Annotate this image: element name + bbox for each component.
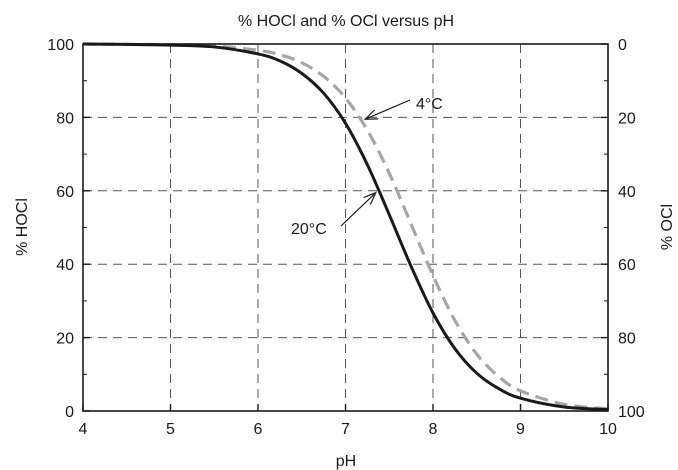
y-tick-label-left: 60 bbox=[56, 184, 74, 201]
y-tick-label-right: 40 bbox=[618, 184, 636, 201]
series-layer bbox=[82, 42, 609, 412]
y-tick-label-right: 20 bbox=[618, 110, 636, 127]
annotations: 4°C 20°C bbox=[291, 96, 443, 238]
x-tick-label: 4 bbox=[79, 421, 88, 438]
x-tick-label: 8 bbox=[429, 421, 438, 438]
y-tick-label-left: 20 bbox=[56, 331, 74, 348]
y-tick-label-right: 80 bbox=[618, 331, 636, 348]
chart-title: % HOCl and % OCl versus pH bbox=[238, 13, 454, 30]
y-tick-label-left: 40 bbox=[56, 257, 74, 274]
x-tick-label: 9 bbox=[516, 421, 525, 438]
x-axis-title: pH bbox=[336, 453, 356, 470]
x-tick-label: 5 bbox=[166, 421, 175, 438]
annotation-20c-arrow bbox=[340, 191, 377, 227]
x-tick-label: 7 bbox=[341, 421, 350, 438]
y-tick-label-right: 100 bbox=[618, 404, 645, 421]
y-tick-label-left: 80 bbox=[56, 110, 74, 127]
series-line-20c bbox=[82, 42, 609, 412]
y-axis-title-right: % OCl bbox=[659, 204, 676, 250]
y-axis-title-left: % HOCl bbox=[14, 198, 31, 256]
x-tick-label: 6 bbox=[254, 421, 263, 438]
y-tick-label-right: 0 bbox=[618, 37, 627, 54]
y-tick-label-left: 0 bbox=[65, 404, 74, 421]
y-tick-label-right: 60 bbox=[618, 257, 636, 274]
annotation-4c-label: 4°C bbox=[416, 96, 443, 113]
y-tick-label-left: 100 bbox=[47, 37, 74, 54]
annotation-20c-label: 20°C bbox=[291, 221, 327, 238]
x-tick-label: 10 bbox=[599, 421, 617, 438]
grid bbox=[83, 44, 608, 411]
annotation-4c-arrow bbox=[363, 99, 411, 120]
